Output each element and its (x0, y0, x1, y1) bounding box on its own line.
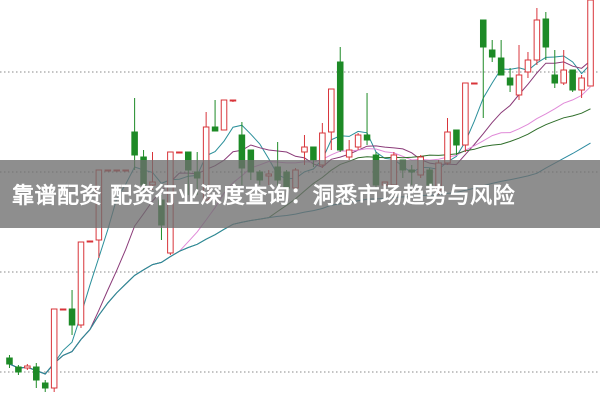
candle-up (462, 82, 469, 146)
candle-up (345, 149, 353, 158)
candle-up (560, 69, 567, 84)
candle-up (229, 99, 237, 102)
candle-up (533, 19, 541, 61)
candle-down (479, 19, 487, 48)
page-title: 靠谱配资 配资行业深度查询：洞悉市场趋势与风险 (12, 184, 516, 209)
candle-down (68, 308, 76, 326)
candle-down (569, 69, 576, 91)
candle-up (50, 308, 58, 389)
candle-up (220, 99, 228, 131)
candle-up (471, 82, 478, 85)
candle-down (211, 126, 219, 132)
candle-up (24, 365, 31, 369)
candle-up (77, 241, 85, 326)
candle-up (59, 308, 67, 311)
candle-down (497, 57, 505, 76)
candle-down (131, 131, 138, 156)
candle-down (310, 146, 317, 161)
title-banner: 靠谱配资 配资行业深度查询：洞悉市场趋势与风险 (0, 160, 600, 228)
candle-down (6, 357, 13, 365)
candle-down (336, 61, 344, 151)
candle-down (542, 18, 550, 48)
candle-down (551, 74, 559, 84)
candle-up (354, 134, 362, 148)
candle-down (488, 49, 496, 58)
candle-up (515, 74, 523, 96)
candle-down (15, 366, 22, 373)
candle-down (453, 129, 460, 146)
candle-down (33, 366, 40, 381)
candle-up (587, 0, 594, 87)
candle-up (444, 131, 451, 164)
candle-up (176, 151, 183, 154)
candle-up (524, 59, 532, 73)
candle-up (328, 88, 335, 133)
ma30-line (9, 108, 591, 375)
candle-down (506, 77, 514, 86)
candle-down (363, 134, 371, 141)
ma10-line (9, 60, 591, 375)
candle-up (86, 240, 94, 243)
candle-up (578, 77, 585, 91)
candle-down (41, 382, 49, 389)
candle-up (301, 146, 308, 153)
